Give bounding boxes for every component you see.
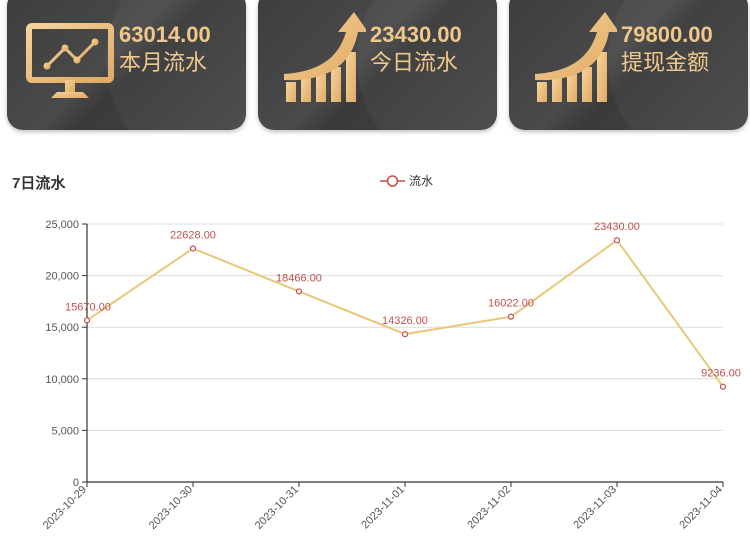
data-point[interactable] [189,245,197,252]
withdraw-amount-label: 提现金额 [621,50,710,75]
data-label: 16022.00 [488,298,534,310]
data-label: 18466.00 [276,272,322,284]
y-axis-label: 0 [73,477,79,489]
stat-card-today-flow: 23430.00 今日流水 [258,0,497,130]
x-axis-label: 2023-11-04 [677,484,725,532]
monthly-flow-value: 63014.00 [119,22,211,47]
y-axis-label: 5,000 [51,425,79,437]
data-label: 23430.00 [594,221,640,233]
legend-line-circle-icon [380,174,405,187]
data-point[interactable] [295,288,303,295]
data-point[interactable] [401,331,409,338]
x-axis-label: 2023-10-31 [253,484,301,532]
x-axis-label: 2023-11-03 [571,484,619,532]
today-flow-label: 今日流水 [370,50,459,75]
data-point[interactable] [719,383,727,390]
y-axis-label: 25,000 [45,219,79,231]
series-line [86,238,724,388]
y-axis-label: 20,000 [45,271,79,283]
chart-title: 7日流水 [12,175,66,192]
data-point[interactable] [507,313,515,320]
y-axis-label: 15,000 [45,322,79,334]
today-flow-value: 23430.00 [370,22,462,47]
stat-card-monthly-flow: 63014.00 本月流水 [7,0,246,130]
growth-arrow-icon [535,12,617,102]
x-axis-label: 2023-10-29 [41,484,89,532]
x-axis-label: 2023-11-02 [465,484,513,532]
growth-arrow-icon [284,12,366,102]
data-point[interactable] [83,317,91,324]
withdraw-amount-value: 79800.00 [621,22,713,47]
x-axis-label: 2023-10-30 [147,484,195,532]
data-label: 14326.00 [382,315,428,327]
stat-card-withdraw-amount: 79800.00 提现金额 [509,0,748,130]
data-label: 15670.00 [65,301,111,313]
y-axis-label: 10,000 [45,374,79,386]
legend-label: 流水 [409,174,434,188]
data-label: 22628.00 [170,229,216,241]
data-point[interactable] [613,237,621,244]
data-label: 9236.00 [701,368,741,380]
monthly-flow-label: 本月流水 [119,50,208,75]
x-axis-label: 2023-11-01 [359,484,407,532]
chart-legend[interactable]: 流水 [380,172,433,189]
